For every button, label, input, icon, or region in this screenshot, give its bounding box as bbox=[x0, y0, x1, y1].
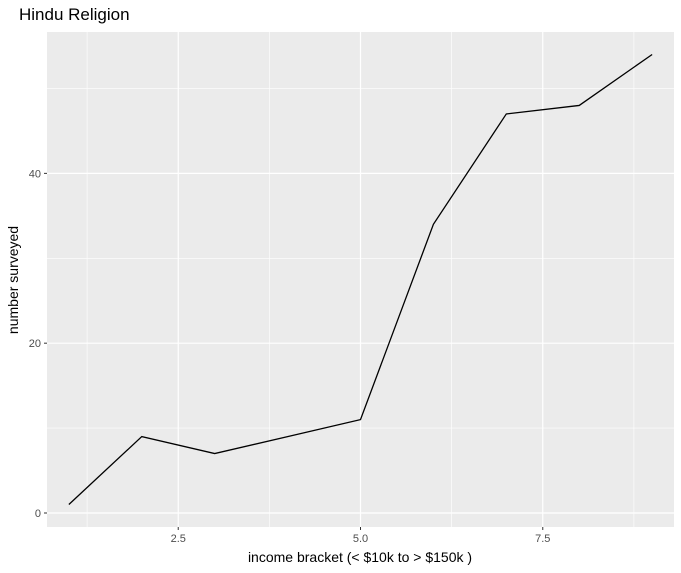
y-tick-label: 40 bbox=[29, 168, 41, 180]
y-axis: 0 20 40 bbox=[29, 168, 47, 520]
x-axis: 2.5 5.0 7.5 bbox=[171, 527, 550, 545]
y-tick-label: 20 bbox=[29, 338, 41, 350]
y-axis-title: number surveyed bbox=[5, 226, 21, 334]
grid-major bbox=[47, 32, 674, 527]
x-tick-label: 5.0 bbox=[353, 533, 368, 545]
x-tick-label: 2.5 bbox=[171, 533, 186, 545]
series-line bbox=[68, 53, 653, 505]
x-axis-title: income bracket (< $10k to > $150k ) bbox=[248, 549, 472, 565]
chart-title: Hindu Religion bbox=[19, 5, 130, 24]
x-tick-label: 7.5 bbox=[535, 533, 550, 545]
y-tick-label: 0 bbox=[35, 508, 41, 520]
